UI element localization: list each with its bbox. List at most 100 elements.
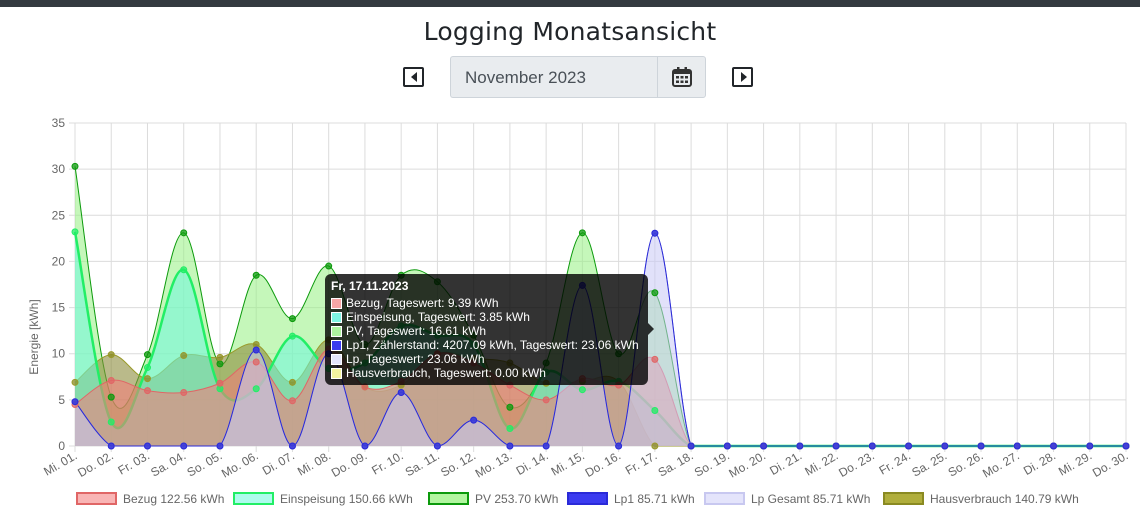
data-point[interactable]	[288, 378, 296, 386]
x-tick-label: So. 19.	[692, 448, 732, 479]
data-point[interactable]	[143, 364, 151, 372]
data-point[interactable]	[143, 387, 151, 395]
x-tick-label: Do. 30.	[1090, 448, 1131, 479]
x-tick-label: So. 12.	[438, 448, 478, 479]
legend-swatch	[428, 492, 469, 505]
data-point[interactable]	[107, 393, 115, 401]
data-point[interactable]	[216, 353, 224, 361]
data-point[interactable]	[252, 346, 260, 354]
data-point[interactable]	[180, 352, 188, 360]
data-point[interactable]	[542, 442, 550, 450]
legend-swatch	[233, 492, 274, 505]
x-tick-label: So. 26.	[946, 448, 986, 479]
data-point[interactable]	[905, 442, 913, 450]
data-point[interactable]	[288, 442, 296, 450]
next-month-button[interactable]	[732, 67, 753, 87]
data-point[interactable]	[506, 403, 514, 411]
data-point[interactable]	[1013, 442, 1021, 450]
x-tick-label: Di. 07.	[260, 448, 297, 477]
data-point[interactable]	[578, 386, 586, 394]
x-tick-label: Fr. 24.	[877, 448, 913, 477]
data-point[interactable]	[941, 442, 949, 450]
data-point[interactable]	[71, 398, 79, 406]
data-point[interactable]	[506, 424, 514, 432]
legend-label: Hausverbrauch 140.79 kWh	[930, 492, 1079, 506]
data-point[interactable]	[832, 442, 840, 450]
data-point[interactable]	[651, 442, 659, 450]
y-tick-label: 30	[52, 162, 66, 176]
data-point[interactable]	[143, 351, 151, 359]
series-area-lp-gesamt	[75, 233, 1126, 446]
tooltip-text: PV, Tageswert: 16.61 kWh	[346, 324, 487, 338]
data-point[interactable]	[397, 388, 405, 396]
data-point[interactable]	[506, 442, 514, 450]
legend-swatch	[567, 492, 608, 505]
data-point[interactable]	[433, 442, 441, 450]
data-point[interactable]	[868, 442, 876, 450]
data-point[interactable]	[252, 385, 260, 393]
data-point[interactable]	[651, 406, 659, 414]
data-point[interactable]	[107, 418, 115, 426]
data-point[interactable]	[578, 229, 586, 237]
data-point[interactable]	[1050, 442, 1058, 450]
y-tick-label: 5	[58, 393, 65, 407]
data-point[interactable]	[71, 162, 79, 170]
data-point[interactable]	[288, 332, 296, 340]
data-point[interactable]	[107, 442, 115, 450]
data-point[interactable]	[687, 442, 695, 450]
data-point[interactable]	[796, 442, 804, 450]
data-point[interactable]	[71, 228, 79, 236]
legend-swatch	[883, 492, 924, 505]
prev-month-button[interactable]	[403, 67, 424, 87]
x-tick-label: Di. 14.	[514, 448, 551, 477]
data-point[interactable]	[216, 442, 224, 450]
data-point[interactable]	[1086, 442, 1094, 450]
data-point[interactable]	[180, 229, 188, 237]
data-point[interactable]	[542, 396, 550, 404]
tooltip-title: Fr, 17.11.2023	[331, 279, 409, 293]
data-point[interactable]	[180, 442, 188, 450]
x-tick-label: Mo. 20.	[726, 448, 768, 480]
tooltip-swatch	[331, 312, 342, 323]
data-point[interactable]	[71, 378, 79, 386]
data-point[interactable]	[723, 442, 731, 450]
x-tick-label: Do. 02.	[75, 448, 116, 479]
data-point[interactable]	[470, 416, 478, 424]
data-point[interactable]	[760, 442, 768, 450]
calendar-button[interactable]	[657, 56, 706, 98]
data-point[interactable]	[288, 397, 296, 405]
x-tick-label: Mi. 08.	[295, 448, 333, 478]
data-point[interactable]	[107, 376, 115, 384]
data-point[interactable]	[615, 442, 623, 450]
x-tick-label: Sa. 04.	[148, 448, 188, 479]
tooltip-swatch	[331, 354, 342, 365]
data-point[interactable]	[143, 375, 151, 383]
data-point[interactable]	[180, 388, 188, 396]
data-point[interactable]	[977, 442, 985, 450]
data-point[interactable]	[216, 379, 224, 387]
month-input[interactable]: November 2023	[450, 56, 658, 98]
data-point[interactable]	[252, 271, 260, 279]
page-title: Logging Monatsansicht	[423, 17, 717, 46]
tooltip-text: Hausverbrauch, Tageswert: 0.00 kWh	[346, 366, 546, 380]
legend-label: Bezug 122.56 kWh	[123, 492, 225, 506]
data-point[interactable]	[325, 262, 333, 270]
data-point[interactable]	[288, 315, 296, 323]
tooltip-text: Lp, Tageswert: 23.06 kWh	[346, 352, 485, 366]
data-point[interactable]	[1122, 442, 1130, 450]
data-point[interactable]	[216, 360, 224, 368]
chart-tooltip: Fr, 17.11.2023 Bezug, Tageswert: 9.39 kW…	[325, 274, 648, 385]
data-point[interactable]	[107, 351, 115, 359]
data-point[interactable]	[143, 442, 151, 450]
data-point[interactable]	[651, 355, 659, 363]
caret-right-icon	[741, 72, 747, 82]
data-point[interactable]	[651, 229, 659, 237]
tooltip-swatch	[331, 298, 342, 309]
tooltip-text: Lp1, Zählerstand: 4207.09 kWh, Tageswert…	[346, 338, 639, 352]
data-point[interactable]	[252, 358, 260, 366]
legend-label: Lp Gesamt 85.71 kWh	[751, 492, 871, 506]
data-point[interactable]	[651, 289, 659, 297]
data-point[interactable]	[361, 442, 369, 450]
data-point[interactable]	[180, 266, 188, 274]
tooltip-swatch	[331, 326, 342, 337]
